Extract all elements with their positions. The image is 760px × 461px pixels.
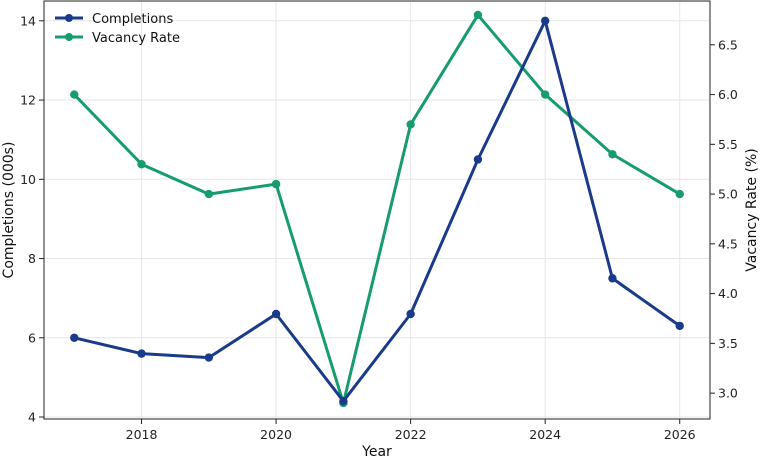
left-y-tick-label: 6 (28, 330, 36, 345)
data-point-completions (406, 309, 415, 319)
data-point-vacancy-rate (204, 189, 214, 199)
data-point-vacancy-rate (137, 160, 146, 169)
x-tick-label: 2018 (126, 427, 158, 442)
right-y-tick-label: 4.5 (718, 236, 738, 251)
right-y-tick-label: 4.0 (718, 286, 738, 301)
legend-marker-completions (65, 14, 73, 22)
data-point-completions (271, 309, 281, 319)
left-y-axis-ticks: 4 6 8 10 12 14 (20, 13, 44, 425)
x-tick-label: 2026 (664, 427, 696, 442)
data-point-vacancy-rate (473, 10, 483, 20)
legend: Completions Vacancy Rate (55, 12, 180, 46)
data-point-completions (540, 16, 550, 26)
legend-label-vacancy-rate: Vacancy Rate (92, 31, 180, 46)
data-point-completions (339, 396, 348, 406)
data-point-vacancy-rate (608, 150, 617, 159)
left-y-tick-label: 10 (20, 172, 36, 187)
data-point-vacancy-rate (70, 90, 79, 99)
right-y-axis-label: Vacancy Rate (%) (744, 148, 760, 271)
data-point-vacancy-rate (271, 179, 281, 189)
left-y-tick-label: 8 (28, 251, 36, 266)
right-y-tick-label: 6.0 (718, 87, 738, 102)
data-point-completions (137, 349, 146, 358)
left-y-tick-label: 12 (20, 93, 36, 108)
data-point-completions (473, 155, 483, 164)
x-axis-label: Year (361, 444, 392, 460)
data-point-vacancy-rate (540, 90, 550, 99)
series-line-vacancy-rate (73, 13, 681, 405)
left-y-tick-label: 14 (20, 13, 36, 28)
x-tick-label: 2024 (529, 427, 561, 442)
data-point-vacancy-rate (675, 189, 684, 199)
data-point-completions (675, 321, 684, 331)
right-y-tick-label: 5.0 (718, 187, 738, 202)
series-lines (73, 13, 681, 405)
data-point-completions (608, 274, 617, 283)
data-point-completions (70, 333, 79, 342)
right-y-tick-label: 3.5 (718, 336, 738, 351)
right-y-axis-ticks: 3.0 3.5 4.0 4.5 5.0 5.5 6.0 6.5 (710, 37, 738, 401)
grid (44, 1, 710, 419)
right-y-tick-label: 3.0 (718, 386, 738, 401)
x-tick-label: 2020 (260, 427, 292, 442)
right-y-tick-label: 5.5 (718, 137, 738, 152)
legend-marker-vacancy-rate (65, 33, 73, 41)
x-axis-ticks: 2018 2020 2022 2024 2026 (126, 419, 696, 442)
left-y-tick-label: 4 (28, 410, 36, 425)
data-point-vacancy-rate (406, 120, 415, 129)
series-line-completions (73, 19, 681, 403)
series-points (70, 10, 684, 408)
data-point-completions (204, 353, 214, 362)
right-y-tick-label: 6.5 (718, 37, 738, 52)
legend-label-completions: Completions (92, 12, 173, 27)
plot-frame (43, 0, 711, 420)
x-tick-label: 2022 (395, 427, 427, 442)
left-y-axis-label: Completions (000s) (1, 142, 17, 279)
